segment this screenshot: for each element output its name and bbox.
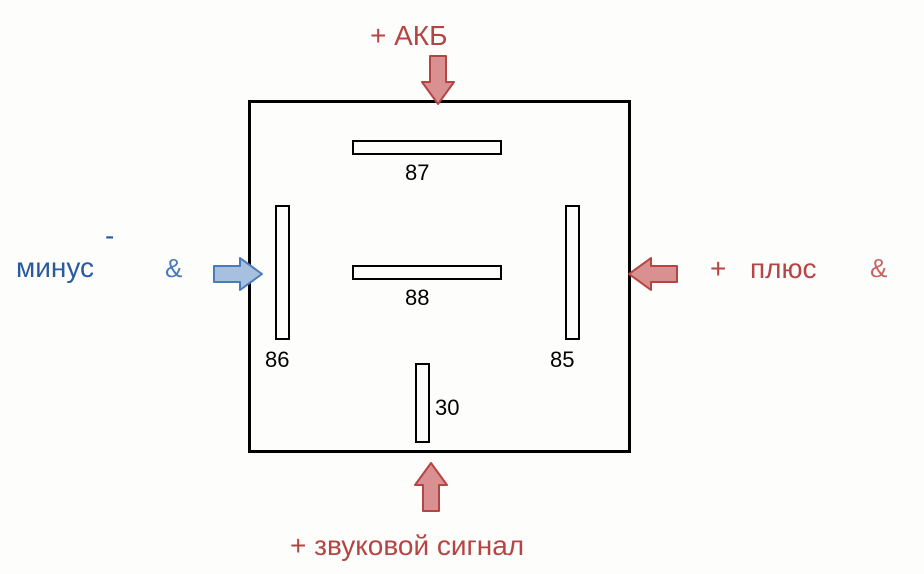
pin-86 <box>275 205 290 340</box>
pin-88-number: 88 <box>405 285 429 311</box>
label-left-minus: - <box>105 220 114 252</box>
label-right-text: плюс <box>750 253 817 285</box>
pin-87-number: 87 <box>405 160 429 186</box>
pin-88 <box>352 265 502 280</box>
label-bottom: + звуковой сигнал <box>290 530 524 562</box>
pin-30 <box>415 363 430 443</box>
pin-86-number: 86 <box>265 347 289 373</box>
arrow-left-icon <box>210 254 266 294</box>
diagram-container: + АКБ - минус & + плюс & + звуковой сигн… <box>0 0 924 574</box>
pin-87 <box>352 140 502 155</box>
label-top: + АКБ <box>370 20 448 52</box>
arrow-right-icon <box>625 254 681 294</box>
pin-85-number: 85 <box>550 347 574 373</box>
ampersand-right: & <box>870 253 887 284</box>
arrow-bottom-icon <box>411 459 451 515</box>
pin-30-number: 30 <box>435 395 459 421</box>
ampersand-left: & <box>165 253 182 284</box>
arrow-top-icon <box>418 52 458 108</box>
pin-85 <box>565 205 580 340</box>
label-right-plus: + <box>710 253 726 285</box>
label-left-text: минус <box>16 252 94 284</box>
